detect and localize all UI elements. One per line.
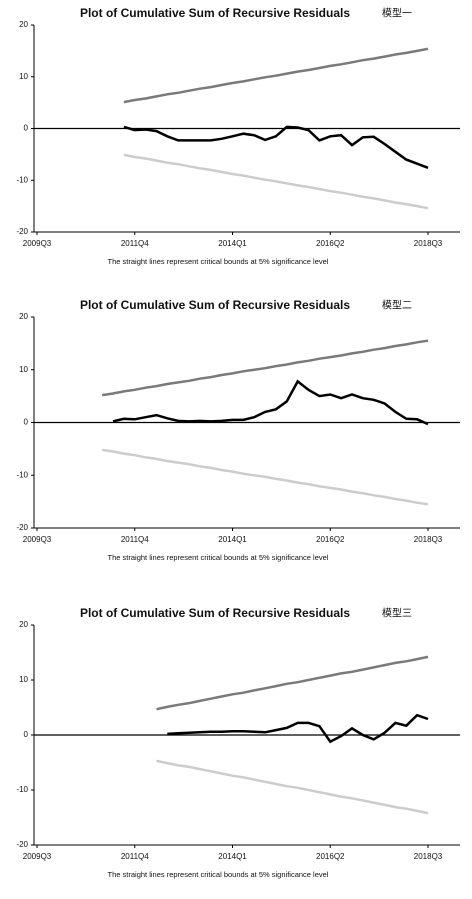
y-tick-label: -10 — [16, 175, 28, 184]
chart-title: Plot of Cumulative Sum of Recursive Resi… — [80, 6, 350, 20]
y-tick-label: -20 — [16, 840, 28, 849]
chart: Plot of Cumulative Sum of Recursive Resi… — [16, 6, 460, 266]
y-tick-label: 20 — [19, 312, 28, 321]
chart-title: Plot of Cumulative Sum of Recursive Resi… — [80, 298, 350, 312]
series-line — [123, 47, 429, 104]
y-tick-label: 10 — [19, 675, 28, 684]
x-tick-label: 2018Q3 — [414, 535, 443, 544]
series-line — [167, 713, 429, 744]
chart: Plot of Cumulative Sum of Recursive Resi… — [16, 606, 460, 879]
y-tick-label: -20 — [16, 523, 28, 532]
y-tick-label: 0 — [24, 730, 29, 739]
x-tick-label: 2011Q4 — [121, 239, 149, 248]
annotation: 模型三 — [382, 607, 412, 620]
chart-title: Plot of Cumulative Sum of Recursive Resi… — [80, 606, 350, 620]
series-line — [123, 125, 429, 169]
footnote: The straight lines represent critical bo… — [108, 870, 329, 879]
y-tick-label: 10 — [19, 365, 28, 374]
y-tick-label: 0 — [24, 124, 29, 133]
annotation: 模型一 — [382, 7, 412, 20]
x-tick-label: 2016Q2 — [316, 852, 345, 861]
x-tick-label: 2011Q4 — [121, 852, 149, 861]
x-tick-label: 2009Q3 — [23, 535, 52, 544]
annotation: 模型二 — [382, 299, 412, 312]
y-tick-label: 0 — [24, 418, 29, 427]
x-tick-label: 2014Q1 — [218, 852, 247, 861]
x-tick-label: 2016Q2 — [316, 535, 345, 544]
series-line — [156, 655, 429, 711]
x-tick-label: 2016Q2 — [316, 239, 345, 248]
x-tick-label: 2018Q3 — [414, 239, 443, 248]
y-tick-label: -10 — [16, 785, 28, 794]
y-tick-label: 20 — [19, 20, 28, 29]
y-tick-label: -20 — [16, 227, 28, 236]
y-tick-label: -10 — [16, 470, 28, 479]
y-tick-label: 20 — [19, 620, 28, 629]
x-tick-label: 2009Q3 — [23, 239, 52, 248]
series-line — [102, 448, 429, 506]
x-tick-label: 2009Q3 — [23, 852, 52, 861]
x-tick-label: 2014Q1 — [218, 239, 247, 248]
series-line — [102, 339, 429, 397]
series-line — [112, 379, 429, 426]
series-line — [123, 153, 429, 210]
x-tick-label: 2014Q1 — [218, 535, 247, 544]
footnote: The straight lines represent critical bo… — [108, 257, 329, 266]
x-tick-label: 2018Q3 — [414, 852, 443, 861]
footnote: The straight lines represent critical bo… — [108, 553, 329, 562]
x-tick-label: 2011Q4 — [121, 535, 149, 544]
chart: Plot of Cumulative Sum of Recursive Resi… — [16, 298, 460, 562]
series-line — [156, 759, 429, 815]
y-tick-label: 10 — [19, 72, 28, 81]
